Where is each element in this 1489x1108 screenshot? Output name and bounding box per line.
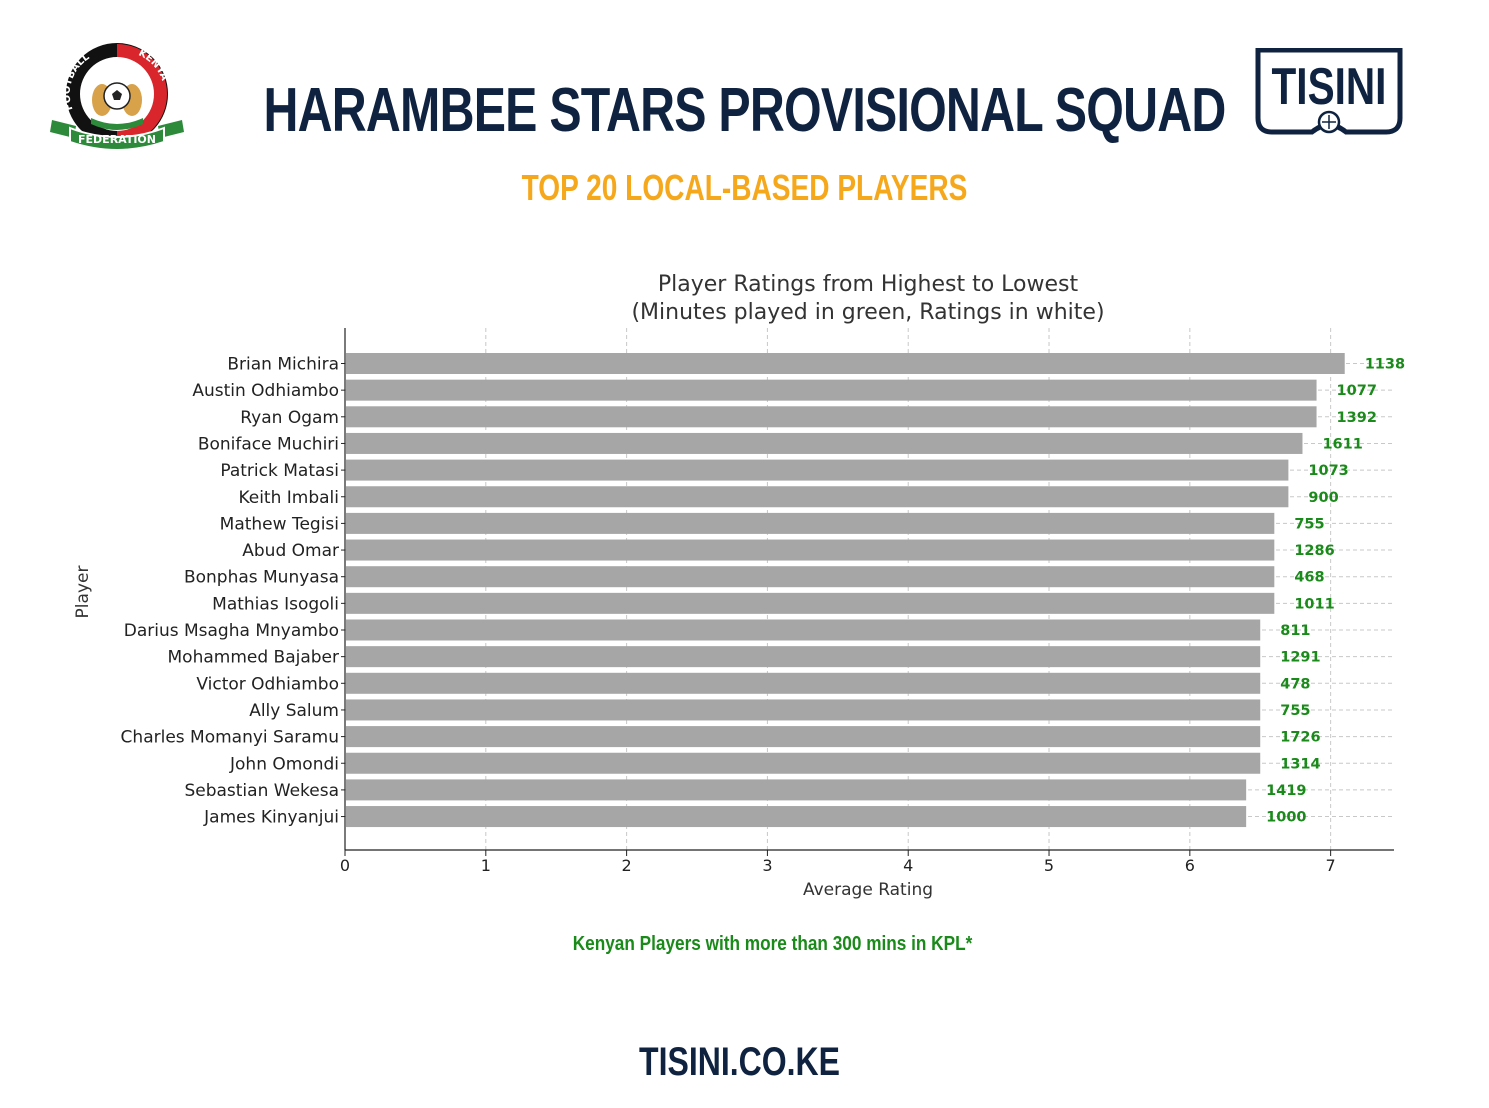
ticks-layer: 0 1 2 3 4 5 6 7 bbox=[340, 363, 1336, 875]
page-subtitle: TOP 20 LOCAL-BASED PLAYERS bbox=[521, 167, 968, 208]
labels-layer: Brian Michira 1138 Austin Odhiambo 1077 Ryan… bbox=[121, 355, 1406, 828]
minutes-label: 755 bbox=[1294, 516, 1324, 532]
x-tick-label: 4 bbox=[903, 856, 913, 875]
chart-title: Player Ratings from Highest to Lowest bbox=[658, 272, 1079, 297]
x-tick-label: 0 bbox=[340, 856, 350, 875]
bar bbox=[346, 379, 1317, 401]
bar bbox=[346, 592, 1275, 614]
football-kenya-federation-logo: FOOTBALL KENYA FEDERATION bbox=[50, 43, 184, 151]
bar-chart: Player Ratings from Highest to Lowest (M… bbox=[73, 272, 1406, 900]
y-tick-label: Boniface Muchiri bbox=[198, 434, 339, 454]
chart-subtitle: (Minutes played in green, Ratings in whi… bbox=[631, 300, 1104, 325]
bar bbox=[346, 432, 1303, 454]
y-tick-label: Mohammed Bajaber bbox=[168, 648, 340, 668]
bar bbox=[346, 779, 1247, 801]
x-tick-label: 6 bbox=[1185, 856, 1195, 875]
minutes-label: 478 bbox=[1280, 676, 1310, 692]
tisini-logo-text: TISINI bbox=[1272, 57, 1387, 115]
y-tick-label: Ryan Ogam bbox=[240, 408, 339, 428]
x-tick-label: 5 bbox=[1044, 856, 1054, 875]
y-tick-label: Sebastian Wekesa bbox=[184, 781, 339, 801]
x-tick-label: 7 bbox=[1326, 856, 1336, 875]
y-tick-label: Abud Omar bbox=[242, 541, 339, 561]
bar bbox=[346, 459, 1289, 481]
minutes-label: 1419 bbox=[1266, 783, 1306, 799]
bar bbox=[346, 699, 1261, 721]
bar bbox=[346, 566, 1275, 588]
footer-url[interactable]: TISINI.CO.KE bbox=[639, 1040, 840, 1084]
minutes-label: 1291 bbox=[1280, 650, 1320, 666]
minutes-label: 1138 bbox=[1365, 357, 1405, 373]
y-tick-label: Charles Momanyi Saramu bbox=[121, 728, 339, 748]
minutes-label: 1286 bbox=[1294, 543, 1334, 559]
y-tick-label: Ally Salum bbox=[249, 701, 339, 721]
minutes-label: 468 bbox=[1294, 570, 1324, 586]
x-tick-label: 3 bbox=[762, 856, 772, 875]
y-tick-label: Victor Odhiambo bbox=[196, 674, 339, 694]
x-tick-label: 1 bbox=[481, 856, 491, 875]
minutes-label: 1073 bbox=[1308, 463, 1348, 479]
y-tick-label: Mathew Tegisi bbox=[220, 514, 339, 534]
y-tick-label: Keith Imbali bbox=[238, 488, 339, 508]
bar bbox=[346, 512, 1275, 534]
bar bbox=[346, 672, 1261, 694]
y-tick-label: Mathias Isogoli bbox=[212, 594, 339, 614]
minutes-label: 1077 bbox=[1337, 383, 1377, 399]
footnote: Kenyan Players with more than 300 mins i… bbox=[572, 933, 973, 955]
y-tick-label: Darius Msagha Mnyambo bbox=[124, 621, 339, 641]
logo-left-text-federation: FEDERATION bbox=[78, 133, 156, 146]
minutes-label: 1314 bbox=[1280, 756, 1320, 772]
tisini-logo: TISINI bbox=[1255, 48, 1403, 135]
bar bbox=[346, 619, 1261, 641]
page-title: HARAMBEE STARS PROVISIONAL SQUAD bbox=[263, 76, 1226, 145]
bars-layer bbox=[346, 353, 1345, 828]
minutes-label: 1000 bbox=[1266, 810, 1306, 826]
bar bbox=[346, 646, 1261, 668]
y-axis-label: Player bbox=[73, 566, 93, 619]
y-tick-label: James Kinyanjui bbox=[203, 808, 339, 828]
minutes-label: 1726 bbox=[1280, 730, 1320, 746]
bar bbox=[346, 806, 1247, 828]
minutes-label: 1392 bbox=[1337, 410, 1377, 426]
minutes-label: 900 bbox=[1308, 490, 1338, 506]
minutes-label: 755 bbox=[1280, 703, 1310, 719]
x-tick-label: 2 bbox=[622, 856, 632, 875]
bar bbox=[346, 726, 1261, 748]
minutes-label: 1011 bbox=[1294, 596, 1334, 612]
y-tick-label: Patrick Matasi bbox=[220, 461, 339, 481]
y-tick-label: John Omondi bbox=[229, 754, 339, 774]
y-tick-label: Austin Odhiambo bbox=[192, 381, 339, 401]
y-tick-label: Bonphas Munyasa bbox=[184, 568, 339, 588]
bar bbox=[346, 539, 1275, 561]
minutes-label: 811 bbox=[1280, 623, 1310, 639]
y-tick-label: Brian Michira bbox=[227, 355, 339, 375]
bar bbox=[346, 486, 1289, 508]
x-axis-label: Average Rating bbox=[803, 880, 933, 900]
bar bbox=[346, 752, 1261, 774]
bar bbox=[346, 406, 1317, 428]
minutes-label: 1611 bbox=[1322, 436, 1362, 452]
bar bbox=[346, 353, 1345, 374]
